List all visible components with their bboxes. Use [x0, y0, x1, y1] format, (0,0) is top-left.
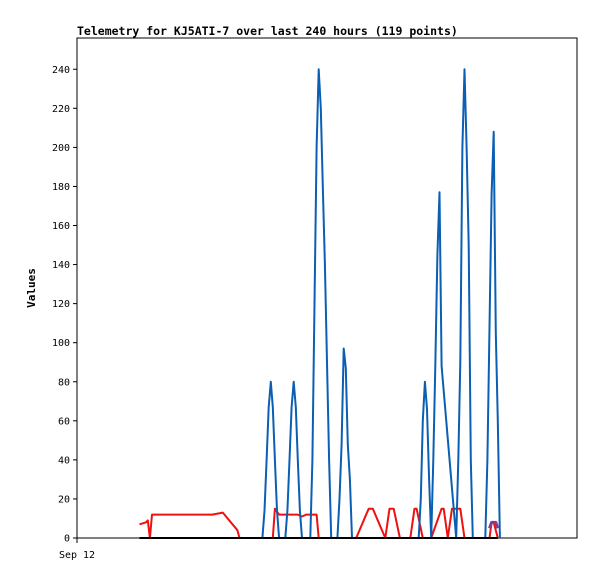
chart-title: Telemetry for KJ5ATI-7 over last 240 hou…	[77, 24, 458, 38]
x-axis: Sep 12	[59, 538, 95, 561]
plot-frame	[76, 37, 578, 539]
y-tick-label: 60	[58, 416, 70, 427]
y-tick-label: 140	[52, 260, 70, 271]
series-layer	[139, 68, 501, 539]
y-tick-label: 240	[52, 65, 70, 76]
y-tick-label: 20	[58, 494, 70, 505]
y-axis-label: Values	[25, 268, 38, 308]
y-axis: 0 20 40 60 80 100 120 140 160 180 200 220 240	[52, 65, 77, 545]
y-tick-label: 100	[52, 338, 70, 349]
series-line-1	[139, 68, 501, 539]
x-tick-label: Sep 12	[59, 550, 95, 561]
series-line-0	[139, 507, 499, 539]
y-tick-label: 180	[52, 182, 70, 193]
series-line-3	[488, 520, 500, 529]
y-tick-label: 0	[64, 534, 70, 545]
y-tick-label: 40	[58, 455, 70, 466]
y-tick-label: 220	[52, 104, 70, 115]
y-tick-label: 120	[52, 299, 70, 310]
y-tick-label: 160	[52, 221, 70, 232]
y-tick-label: 200	[52, 143, 70, 154]
y-tick-label: 80	[58, 377, 70, 388]
